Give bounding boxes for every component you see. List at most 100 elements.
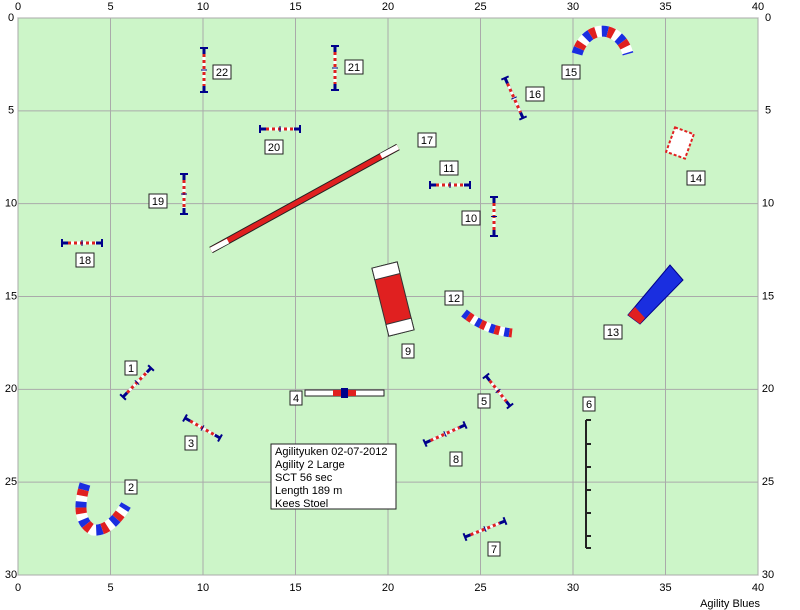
- obstacle-label: 7: [491, 544, 497, 556]
- info-line: Length 189 m: [275, 485, 342, 497]
- obstacle-label: 6: [586, 399, 592, 411]
- obstacle-label: 20: [268, 142, 280, 154]
- label-box: [289, 390, 303, 406]
- obstacle-label: 13: [607, 327, 619, 339]
- y-tick-label: 5: [765, 105, 771, 117]
- x-tick-label: 25: [474, 582, 486, 594]
- obstacle-label: 19: [152, 196, 164, 208]
- jump-stand: [483, 526, 487, 532]
- label-box: [124, 360, 138, 376]
- jump-stand: [482, 372, 490, 380]
- jump-stand: [200, 425, 205, 431]
- jump-stand: [500, 75, 510, 81]
- x-tick-label: 30: [567, 582, 579, 594]
- info-line: Agility 2 Large: [275, 459, 345, 471]
- x-tick-label: 0: [15, 582, 21, 594]
- obstacle-label: 15: [565, 67, 577, 79]
- jump-bar: [506, 82, 522, 114]
- x-tick-label: 40: [752, 582, 764, 594]
- obstacle-label: 17: [421, 135, 433, 147]
- y-tick-label: 30: [5, 569, 17, 581]
- y-tick-label: 20: [5, 383, 17, 395]
- x-tick-label: 10: [197, 582, 209, 594]
- info-box: [270, 443, 397, 510]
- label-box: [212, 64, 232, 80]
- label-box: [487, 541, 501, 557]
- y-tick-label: 10: [5, 198, 17, 210]
- info-line: Kees Stoel: [275, 498, 328, 510]
- obstacle-label: 11: [443, 163, 454, 175]
- x-tick-label: 5: [107, 1, 113, 13]
- seesaw-pivot: [341, 388, 348, 398]
- jump-stand: [518, 115, 528, 121]
- jump-bar: [470, 521, 500, 537]
- y-tick-label: 30: [762, 569, 774, 581]
- obstacle-label: 9: [405, 346, 411, 358]
- label-box: [124, 479, 138, 495]
- info-line: SCT 56 sec: [275, 472, 333, 484]
- footer: Agility Blues: [700, 598, 760, 610]
- dogwalk-zone: [209, 238, 230, 253]
- obstacle-label: 21: [348, 62, 360, 74]
- obstacle-label: 10: [465, 213, 477, 225]
- jump-stand: [147, 364, 155, 372]
- obstacle-label: 1: [128, 363, 134, 375]
- jump-stand: [422, 438, 428, 448]
- jump-stand: [511, 96, 517, 100]
- label-box: [417, 132, 437, 148]
- obstacles: [61, 25, 696, 549]
- y-tick-label: 0: [8, 12, 14, 24]
- label-box: [344, 59, 364, 75]
- x-tick-label: 35: [659, 1, 671, 13]
- label-box: [148, 193, 168, 209]
- x-tick-label: 20: [382, 582, 394, 594]
- jump-stand: [443, 431, 447, 437]
- jump-stand: [462, 532, 468, 542]
- label-box: [75, 252, 95, 268]
- jump-stand: [217, 434, 223, 442]
- label-box: [449, 451, 463, 467]
- obstacle-label: 18: [79, 255, 91, 267]
- x-tick-label: 20: [382, 1, 394, 13]
- info-line: Agilityuken 02-07-2012: [275, 446, 388, 458]
- jump-stand: [462, 420, 468, 430]
- jump-stand: [506, 402, 514, 410]
- obstacle-label: 5: [481, 396, 487, 408]
- chute: [371, 261, 415, 337]
- y-tick-label: 15: [5, 290, 17, 302]
- x-tick-label: 15: [289, 1, 301, 13]
- obstacle-label: 4: [293, 393, 299, 405]
- tunnel-end: [628, 307, 645, 324]
- dogwalk: [209, 144, 400, 253]
- jump-stand: [495, 388, 501, 394]
- obstacle-label: 12: [448, 293, 460, 305]
- x-tick-label: 25: [474, 1, 486, 13]
- label-box: [582, 396, 596, 412]
- jump-stand: [502, 516, 508, 526]
- label-box: [603, 324, 623, 340]
- y-tick-label: 10: [762, 198, 774, 210]
- x-tick-label: 10: [197, 1, 209, 13]
- dogwalk-zone: [379, 144, 400, 159]
- tyre: [664, 126, 696, 160]
- tunnels: [75, 25, 634, 536]
- weave-poles: [586, 419, 591, 549]
- label-box: [439, 160, 459, 176]
- label-box: [561, 64, 581, 80]
- x-tick-label: 5: [107, 582, 113, 594]
- x-tick-label: 40: [752, 1, 764, 13]
- y-tick-label: 25: [762, 476, 774, 488]
- label-box: [184, 435, 198, 451]
- label-box: [401, 343, 415, 359]
- jump-stand: [134, 380, 140, 385]
- label-box: [461, 210, 481, 226]
- obstacle-label: 14: [690, 173, 702, 185]
- y-tick-label: 25: [5, 476, 17, 488]
- jump-stand: [119, 393, 127, 401]
- label-box: [525, 86, 545, 102]
- y-tick-label: 5: [8, 105, 14, 117]
- x-tick-label: 30: [567, 1, 579, 13]
